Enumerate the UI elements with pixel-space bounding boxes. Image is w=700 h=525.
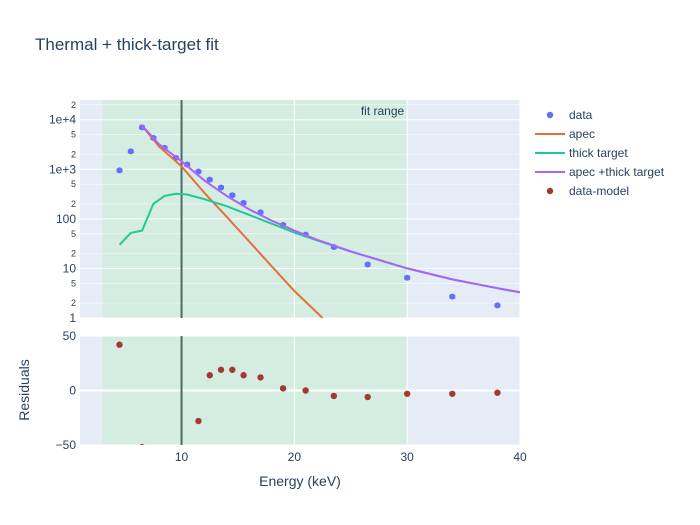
y-minor-tick-label: 5 [71,179,76,189]
data-point [449,293,456,300]
data-point [229,192,236,199]
x-tick-label: 20 [288,450,302,464]
data-point [206,176,213,183]
main-panel: 1 10 100 1e+3 1e+4 2 5 2 5 2 5 2 5 2 fit range [49,100,521,325]
data-point [364,261,371,268]
legend-item[interactable]: thick target [535,146,628,160]
legend[interactable]: data apec thick target apec +thick target da… [535,108,665,198]
legend-label: thick target [569,146,628,160]
legend-item[interactable]: data [546,108,593,122]
x-tick-label: 30 [400,450,414,464]
y-minor-tick-label: 2 [71,249,76,259]
y-minor-tick-label: 5 [71,278,76,288]
fit-range-label: fit range [361,104,405,118]
chart-title: Thermal + thick-target fit [35,35,219,54]
residual-point [206,372,213,379]
legend-label: data-model [569,184,629,198]
residual-tick-label: −50 [56,438,77,452]
main-series [116,124,520,318]
series-line-apec-thick-target [141,124,520,294]
data-point [127,148,134,155]
legend-label: apec +thick target [569,165,665,179]
x-tick-label: 40 [513,450,527,464]
residual-tick-label: 50 [63,329,77,343]
legend-item[interactable]: apec [535,127,595,141]
residual-point [449,390,456,397]
y-minor-tick-label: 5 [71,130,76,140]
residual-point [257,374,264,381]
residual-point [279,385,287,392]
series-line-apec [141,125,324,318]
legend-item[interactable]: apec +thick target [535,165,665,179]
y-minor-tick-label: 2 [71,199,76,209]
data-point [404,274,411,281]
residual-series [116,341,501,445]
legend-label: data [569,108,593,122]
residual-panel: 50 0 −50 10 20 30 40 [56,329,527,464]
residual-axis-title: Residuals [16,359,32,420]
y-tick-label: 10 [63,261,77,275]
residual-point [229,366,236,373]
residual-point [330,392,338,400]
legend-item[interactable]: data-model [546,184,629,198]
residual-point [302,387,309,394]
residual-point [116,341,123,348]
data-point [218,184,225,191]
residual-point [195,417,202,425]
y-tick-label: 100 [56,212,76,226]
y-tick-label: 1e+3 [49,162,76,176]
data-point [494,302,501,309]
data-point [116,167,123,174]
y-minor-tick-label: 2 [71,298,76,308]
x-axis-title: Energy (keV) [259,473,341,489]
residual-point [403,390,411,397]
y-tick-label: 1 [69,311,76,325]
x-tick-label: 10 [175,450,189,464]
y-minor-tick-label: 5 [71,229,76,239]
residual-tick-label: 0 [69,384,76,398]
y-minor-tick-label: 2 [71,149,76,159]
legend-label: apec [569,127,595,141]
residual-point [217,366,225,373]
residual-point [240,372,247,379]
residual-point [494,389,501,396]
y-tick-label: 1e+4 [49,113,76,127]
legend-marker-swatch [546,111,554,119]
residual-point [139,443,145,445]
y-minor-tick-label: 2 [71,100,76,110]
legend-marker-swatch [546,187,554,195]
residual-point [364,393,371,401]
